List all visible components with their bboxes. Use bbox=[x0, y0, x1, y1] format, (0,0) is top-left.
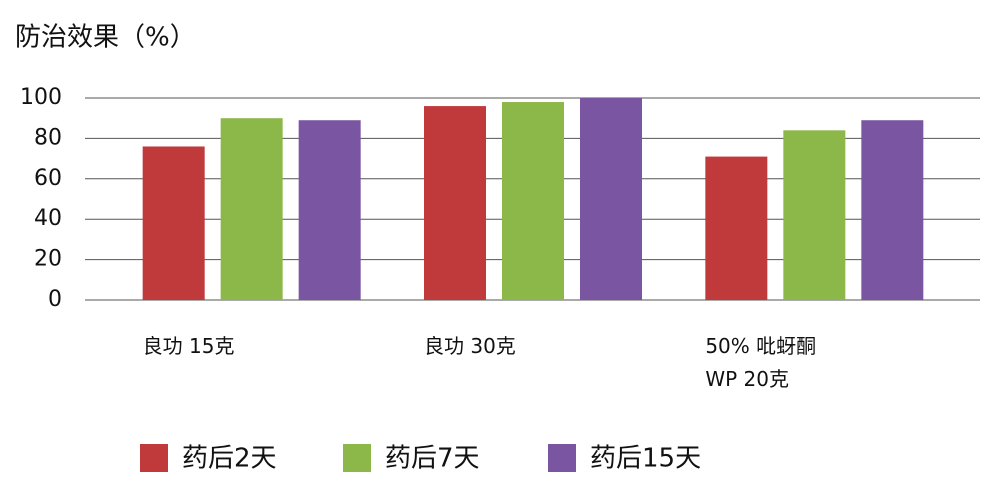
x-tick-label: 良功 30克 bbox=[424, 334, 516, 358]
bar bbox=[861, 120, 924, 300]
y-tick-label: 0 bbox=[48, 287, 62, 312]
y-tick-label: 100 bbox=[20, 85, 62, 110]
x-tick-label: 50% 吡蚜酮 WP 20克 bbox=[705, 334, 816, 391]
bar bbox=[142, 146, 205, 300]
x-tick-label: 良功 15克 bbox=[143, 334, 235, 358]
x-tick-label-line: 良功 30克 bbox=[424, 334, 516, 358]
bar bbox=[220, 118, 283, 300]
y-tick-label: 20 bbox=[34, 247, 62, 272]
legend-swatch bbox=[140, 444, 168, 472]
legend-label: 药后15天 bbox=[590, 444, 701, 474]
legend-label: 药后7天 bbox=[385, 444, 480, 474]
chart-title: 防治效果（%） bbox=[15, 23, 196, 53]
y-tick-label: 60 bbox=[34, 166, 62, 191]
bar bbox=[705, 156, 768, 300]
bar bbox=[783, 130, 846, 300]
x-tick-label-line: 良功 15克 bbox=[143, 334, 235, 358]
x-tick-label-line: 50% 吡蚜酮 bbox=[705, 334, 816, 358]
bar bbox=[298, 120, 361, 300]
bar bbox=[424, 106, 486, 300]
legend-swatch bbox=[343, 444, 371, 472]
bar bbox=[580, 98, 642, 300]
x-tick-label-line: WP 20克 bbox=[705, 367, 789, 391]
legend-swatch bbox=[548, 444, 576, 472]
bar bbox=[502, 102, 564, 300]
y-tick-label: 80 bbox=[34, 125, 62, 150]
legend-label: 药后2天 bbox=[182, 444, 277, 474]
y-tick-label: 40 bbox=[34, 206, 62, 231]
